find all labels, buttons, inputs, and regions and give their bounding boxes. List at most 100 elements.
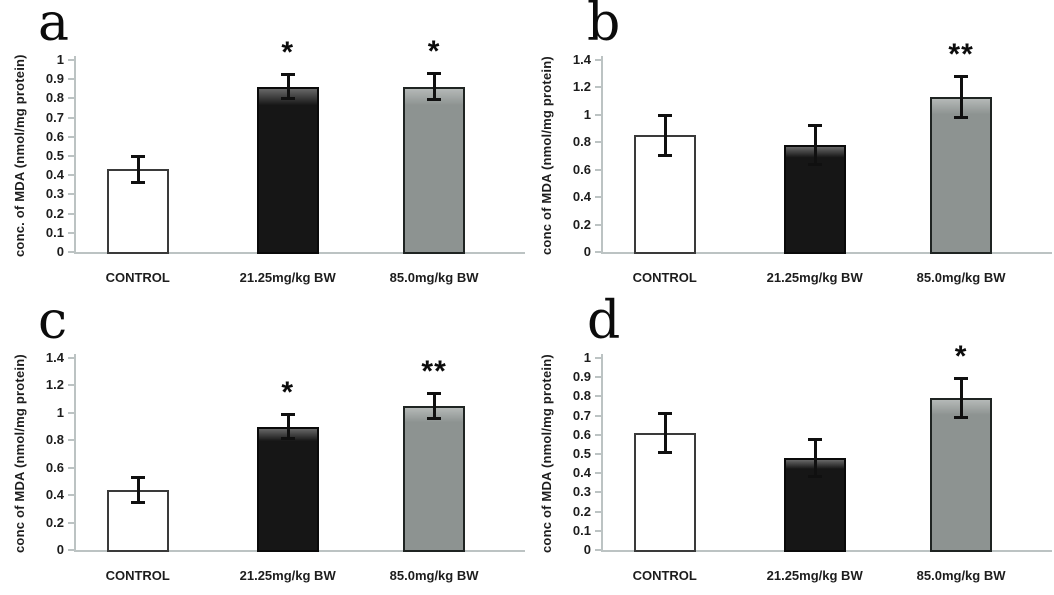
error-bar-cap-top — [130, 475, 145, 479]
x-tick-label: 85.0mg/kg BW — [389, 568, 479, 583]
error-bar-cap-bottom — [280, 436, 295, 440]
x-tick-label: CONTROL — [632, 270, 697, 285]
y-tick-label: 0.8 — [572, 388, 591, 404]
error-bar-cap-bottom — [954, 115, 969, 119]
error-bar-line — [286, 74, 290, 100]
y-tick-label: 1 — [56, 52, 64, 67]
error-bar-cap-bottom — [807, 475, 822, 479]
y-tick-mark — [595, 251, 601, 253]
plot-area: 1 0.9 0.8 0.7 0.6 0.5 0.4 0.3 0.2 0.1 0 CONTROL 21.2… — [527, 298, 1054, 595]
plot-area: 1 0.9 0.8 0.7 0.6 0.5 0.4 0.3 0.2 0.1 0 CONTROL * 21.… — [0, 0, 527, 297]
y-tick-mark — [68, 231, 74, 234]
y-axis-line — [74, 354, 76, 552]
y-tick-mark — [595, 395, 601, 398]
error-bar-line — [663, 114, 667, 156]
significance-star: * — [281, 36, 295, 70]
panel-letter: a — [38, 0, 70, 53]
y-axis-line — [601, 56, 603, 254]
y-tick-label: 1.2 — [45, 377, 64, 393]
y-tick-mark — [595, 141, 601, 144]
error-bar-cap-top — [427, 391, 442, 395]
y-tick-label: 0.8 — [45, 432, 64, 448]
y-tick-label: 0.6 — [45, 128, 64, 144]
bar-85-0mg-kg-bw — [403, 86, 466, 254]
y-tick-label: 0.9 — [572, 369, 591, 385]
y-tick-label: 0.6 — [572, 426, 591, 442]
panel-letter: b — [587, 0, 621, 53]
error-bar-line — [433, 73, 437, 101]
y-axis-line — [601, 354, 603, 552]
y-tick-mark — [595, 113, 601, 116]
y-tick-label: 0.5 — [572, 446, 591, 461]
y-tick-mark — [595, 86, 601, 89]
bar-21-25mg-kg-bw — [256, 86, 319, 254]
y-tick-label: 0.4 — [45, 167, 64, 183]
panel-letter: c — [38, 291, 68, 351]
x-tick-label: 85.0mg/kg BW — [916, 568, 1006, 583]
y-tick-label: 0.4 — [45, 487, 64, 503]
y-tick-label: 0.7 — [572, 407, 591, 423]
error-bar-line — [136, 476, 140, 503]
y-tick-mark — [68, 357, 74, 359]
error-bar-cap-top — [657, 113, 672, 117]
x-tick-label: 21.25mg/kg BW — [766, 568, 863, 583]
y-tick-mark — [595, 549, 601, 551]
error-bar-line — [960, 76, 964, 118]
y-tick-mark — [595, 510, 601, 513]
y-tick-label: 0.8 — [45, 90, 64, 106]
panel-letter: d — [587, 291, 621, 351]
error-bar-cap-top — [657, 411, 672, 415]
y-tick-label: 1 — [583, 106, 591, 122]
y-tick-label: 0.3 — [45, 186, 64, 202]
y-tick-label: 1.2 — [572, 79, 591, 95]
y-tick-label: 0.6 — [45, 459, 64, 475]
error-bar-cap-bottom — [130, 500, 145, 504]
error-bar-cap-bottom — [130, 180, 145, 184]
error-bar-cap-top — [280, 413, 295, 417]
y-tick-label: 0.9 — [45, 71, 64, 87]
error-bar-cap-bottom — [657, 451, 672, 455]
y-tick-label: 0.1 — [572, 522, 591, 538]
error-bar-line — [813, 125, 817, 165]
panel-d: d conc of MDA (nmol/mg protein) 1 0.9 0.8 0… — [527, 294, 1054, 595]
error-bar-cap-top — [954, 75, 969, 79]
y-tick-label: 0.3 — [572, 484, 591, 500]
y-tick-label: 0.1 — [45, 224, 64, 240]
bar-21-25mg-kg-bw — [256, 426, 319, 552]
error-bar-cap-bottom — [427, 98, 442, 102]
y-axis-line — [74, 56, 76, 254]
panel-c: c conc of MDA (nmol/mg protein) 1.4 1.2 1 0… — [0, 294, 527, 595]
error-bar-cap-top — [130, 155, 145, 158]
error-bar-cap-top — [807, 437, 822, 441]
y-tick-mark — [68, 411, 74, 414]
y-tick-mark — [68, 212, 74, 215]
error-bar-cap-bottom — [657, 154, 672, 157]
y-tick-mark — [595, 59, 601, 61]
y-tick-mark — [68, 97, 74, 100]
y-tick-label: 0.2 — [45, 205, 64, 221]
significance-star: * — [427, 35, 441, 69]
bar-85-0mg-kg-bw — [930, 398, 993, 552]
x-tick-label: 21.25mg/kg BW — [766, 270, 863, 285]
error-bar-line — [813, 438, 817, 478]
y-tick-mark — [595, 529, 601, 532]
y-tick-label: 0 — [583, 244, 591, 259]
significance-star: * — [281, 376, 295, 410]
y-tick-mark — [68, 251, 74, 253]
error-bar-cap-top — [280, 73, 295, 77]
y-tick-label: 1 — [56, 404, 64, 420]
y-tick-mark — [68, 466, 74, 469]
x-tick-label: CONTROL — [105, 568, 170, 583]
y-tick-mark — [595, 196, 601, 199]
y-tick-mark — [68, 78, 74, 81]
error-bar-line — [433, 392, 437, 420]
y-tick-label: 1 — [583, 350, 591, 365]
y-tick-mark — [68, 155, 74, 157]
y-tick-label: 0 — [56, 542, 64, 557]
y-tick-mark — [68, 439, 74, 442]
error-bar-line — [663, 412, 667, 454]
y-tick-label: 0.7 — [45, 109, 64, 125]
y-tick-label: 0.2 — [45, 514, 64, 530]
y-tick-mark — [595, 223, 601, 226]
